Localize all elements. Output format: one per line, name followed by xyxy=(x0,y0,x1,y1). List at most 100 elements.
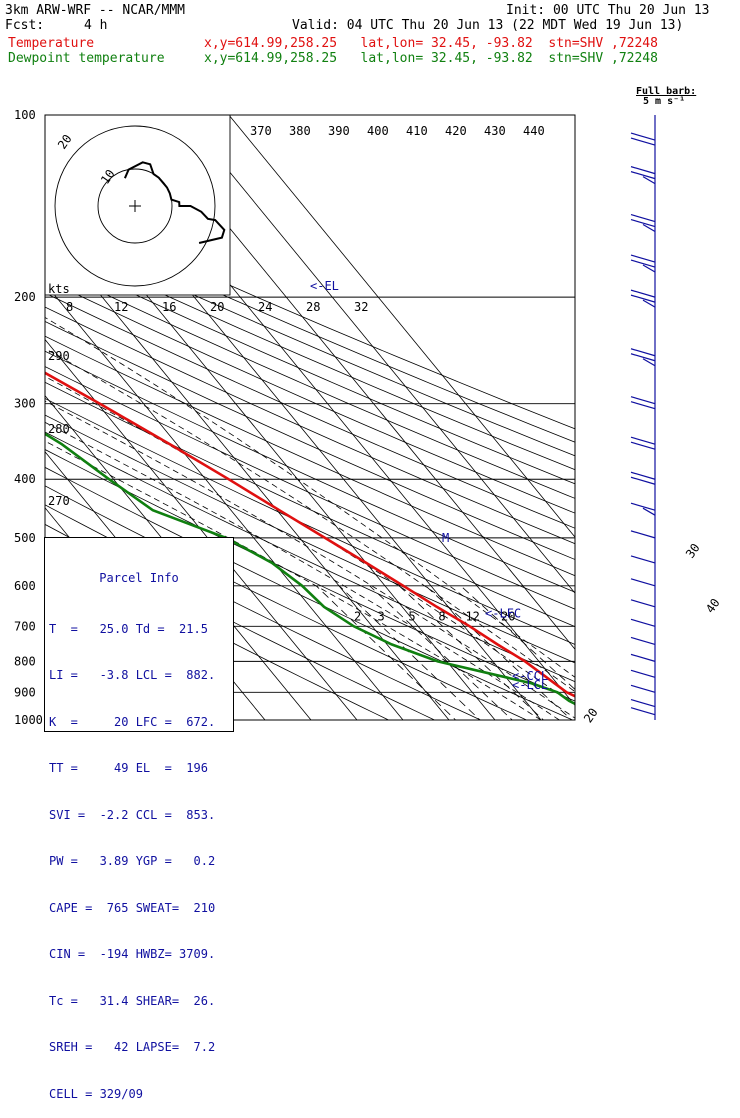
plot-frame xyxy=(44,114,576,721)
wind-barb-flag xyxy=(630,218,656,228)
parcel-info-row: Tc = 31.4 SHEAR= 26. xyxy=(49,993,216,1008)
forecast-value: 4 h xyxy=(84,18,108,33)
theta-e-label: 380 xyxy=(289,124,311,138)
hodograph-speed-label: 24 xyxy=(258,300,272,314)
wind-barb xyxy=(630,502,656,516)
parcel-info-row: TT = 49 EL = 196 xyxy=(49,761,208,775)
hodograph-frame xyxy=(44,114,231,296)
wind-barb-flag xyxy=(630,471,656,480)
valid-time: Valid: 04 UTC Thu 20 Jun 13 (22 MDT Wed … xyxy=(292,18,684,33)
hodograph-trace xyxy=(123,161,226,244)
temperature-line xyxy=(45,371,575,698)
wind-barb xyxy=(630,684,656,693)
wind-barb xyxy=(630,555,656,564)
theta-e-label: 400 xyxy=(367,124,389,138)
model-title: 3km ARW-WRF -- NCAR/MMM xyxy=(5,3,186,18)
forecast-label: Fcst: xyxy=(5,18,45,33)
pressure-label: 400 xyxy=(14,472,36,486)
wind-barb-flag xyxy=(630,684,656,693)
mixing-ratio-line xyxy=(425,585,573,720)
wind-barb-flag xyxy=(630,353,656,362)
wind-barb xyxy=(630,669,656,678)
moist-adiabat-line xyxy=(45,440,542,720)
dry-adiabat-label: 270 xyxy=(48,494,70,508)
wind-barb xyxy=(630,698,656,708)
hodograph-speed-label: 12 xyxy=(114,300,128,314)
wind-barb-flag xyxy=(630,348,656,357)
wind-barb-flag xyxy=(630,530,656,539)
wind-barb-flag xyxy=(642,507,656,516)
moist-adiabat-line xyxy=(45,376,575,706)
wind-barb xyxy=(630,530,656,539)
wind-barb-flag xyxy=(642,264,656,273)
wind-barb-flag xyxy=(642,224,656,233)
wind-barb-flag xyxy=(630,653,656,662)
hodograph-ring-label: 20 xyxy=(55,132,75,152)
pressure-label: 100 xyxy=(14,108,36,122)
dry-adiabat-line xyxy=(45,381,575,628)
moist-adiabat-line xyxy=(45,400,575,719)
wind-barb-flag xyxy=(630,137,656,146)
hodograph-ring-label: 10 xyxy=(98,167,118,187)
mixing-ratio-line xyxy=(398,585,545,720)
hodograph-speed-label: 16 xyxy=(162,300,176,314)
wind-barb-flag xyxy=(630,636,656,645)
wind-barb-flag xyxy=(630,707,656,716)
isotherm-line xyxy=(228,115,575,538)
wind-barb xyxy=(630,618,656,627)
m-label: M xyxy=(442,531,449,545)
wind-barb-flag xyxy=(642,358,656,367)
theta-e-label: 430 xyxy=(484,124,506,138)
pressure-label: 800 xyxy=(14,654,36,668)
dry-adiabat-line xyxy=(45,251,575,485)
wind-barb xyxy=(630,166,656,185)
sounding-series xyxy=(45,371,575,706)
isotherm-label: 40 xyxy=(703,596,723,616)
mixing-ratio-label: 5 xyxy=(408,609,415,623)
wind-barb-flag xyxy=(630,436,656,445)
wind-barb-flag xyxy=(630,259,656,268)
wind-barb-flag xyxy=(630,698,656,708)
wind-barb xyxy=(630,599,656,608)
mixing-ratio-line xyxy=(338,585,481,720)
kts-label: kts xyxy=(48,282,70,296)
wind-barb-flag xyxy=(630,502,656,511)
wind-barb xyxy=(630,578,656,587)
wind-barb-flag xyxy=(642,299,656,308)
dewpoint-location: x,y=614.99,258.25 lat,lon= 32.45, -93.82… xyxy=(204,51,658,66)
theta-e-label: 420 xyxy=(445,124,467,138)
dry-adiabat-line xyxy=(45,466,574,720)
hodograph-ring xyxy=(54,125,216,287)
wind-barb xyxy=(630,254,656,273)
wind-barb-flag xyxy=(630,669,656,678)
pressure-label: 500 xyxy=(14,531,36,545)
wind-barb xyxy=(630,636,656,645)
theta-e-label: 370 xyxy=(250,124,272,138)
dry-adiabat-line xyxy=(45,292,575,529)
isotherm-label: 30 xyxy=(683,541,703,561)
dewpoint-line xyxy=(45,432,575,706)
dry-adiabat-line xyxy=(45,335,575,577)
pressure-label: 600 xyxy=(14,579,36,593)
pressure-label: 700 xyxy=(14,619,36,633)
isotherm-line xyxy=(182,115,575,594)
parcel-info-row: LI = -3.8 LCL = 882. xyxy=(49,668,216,682)
hodograph-speed-label: 32 xyxy=(354,300,368,314)
theta-e-label: 390 xyxy=(328,124,350,138)
wind-barb-flag xyxy=(630,476,656,485)
dry-adiabat-line xyxy=(45,320,575,560)
wind-barb-flag xyxy=(630,396,656,405)
pressure-label: 200 xyxy=(14,290,36,304)
init-time: Init: 00 UTC Thu 20 Jun 13 xyxy=(506,3,710,18)
dry-adiabat-label: 280 xyxy=(48,422,70,436)
parcel-info-row: CELL = 329/09 xyxy=(49,1086,143,1101)
parcel-info-row: CIN = -194 HWBZ= 3709. xyxy=(49,947,216,961)
parcel-info-row: T = 25.0 Td = 21.5 xyxy=(49,621,208,636)
barb-key-units: 5 m s⁻¹ xyxy=(643,96,686,107)
mixing-ratio-lines xyxy=(315,585,575,720)
wind-barb xyxy=(630,653,656,662)
wind-barb-flag xyxy=(630,166,656,175)
pressure-label: 1000 xyxy=(14,713,43,727)
dry-adiabat-line xyxy=(45,398,575,645)
